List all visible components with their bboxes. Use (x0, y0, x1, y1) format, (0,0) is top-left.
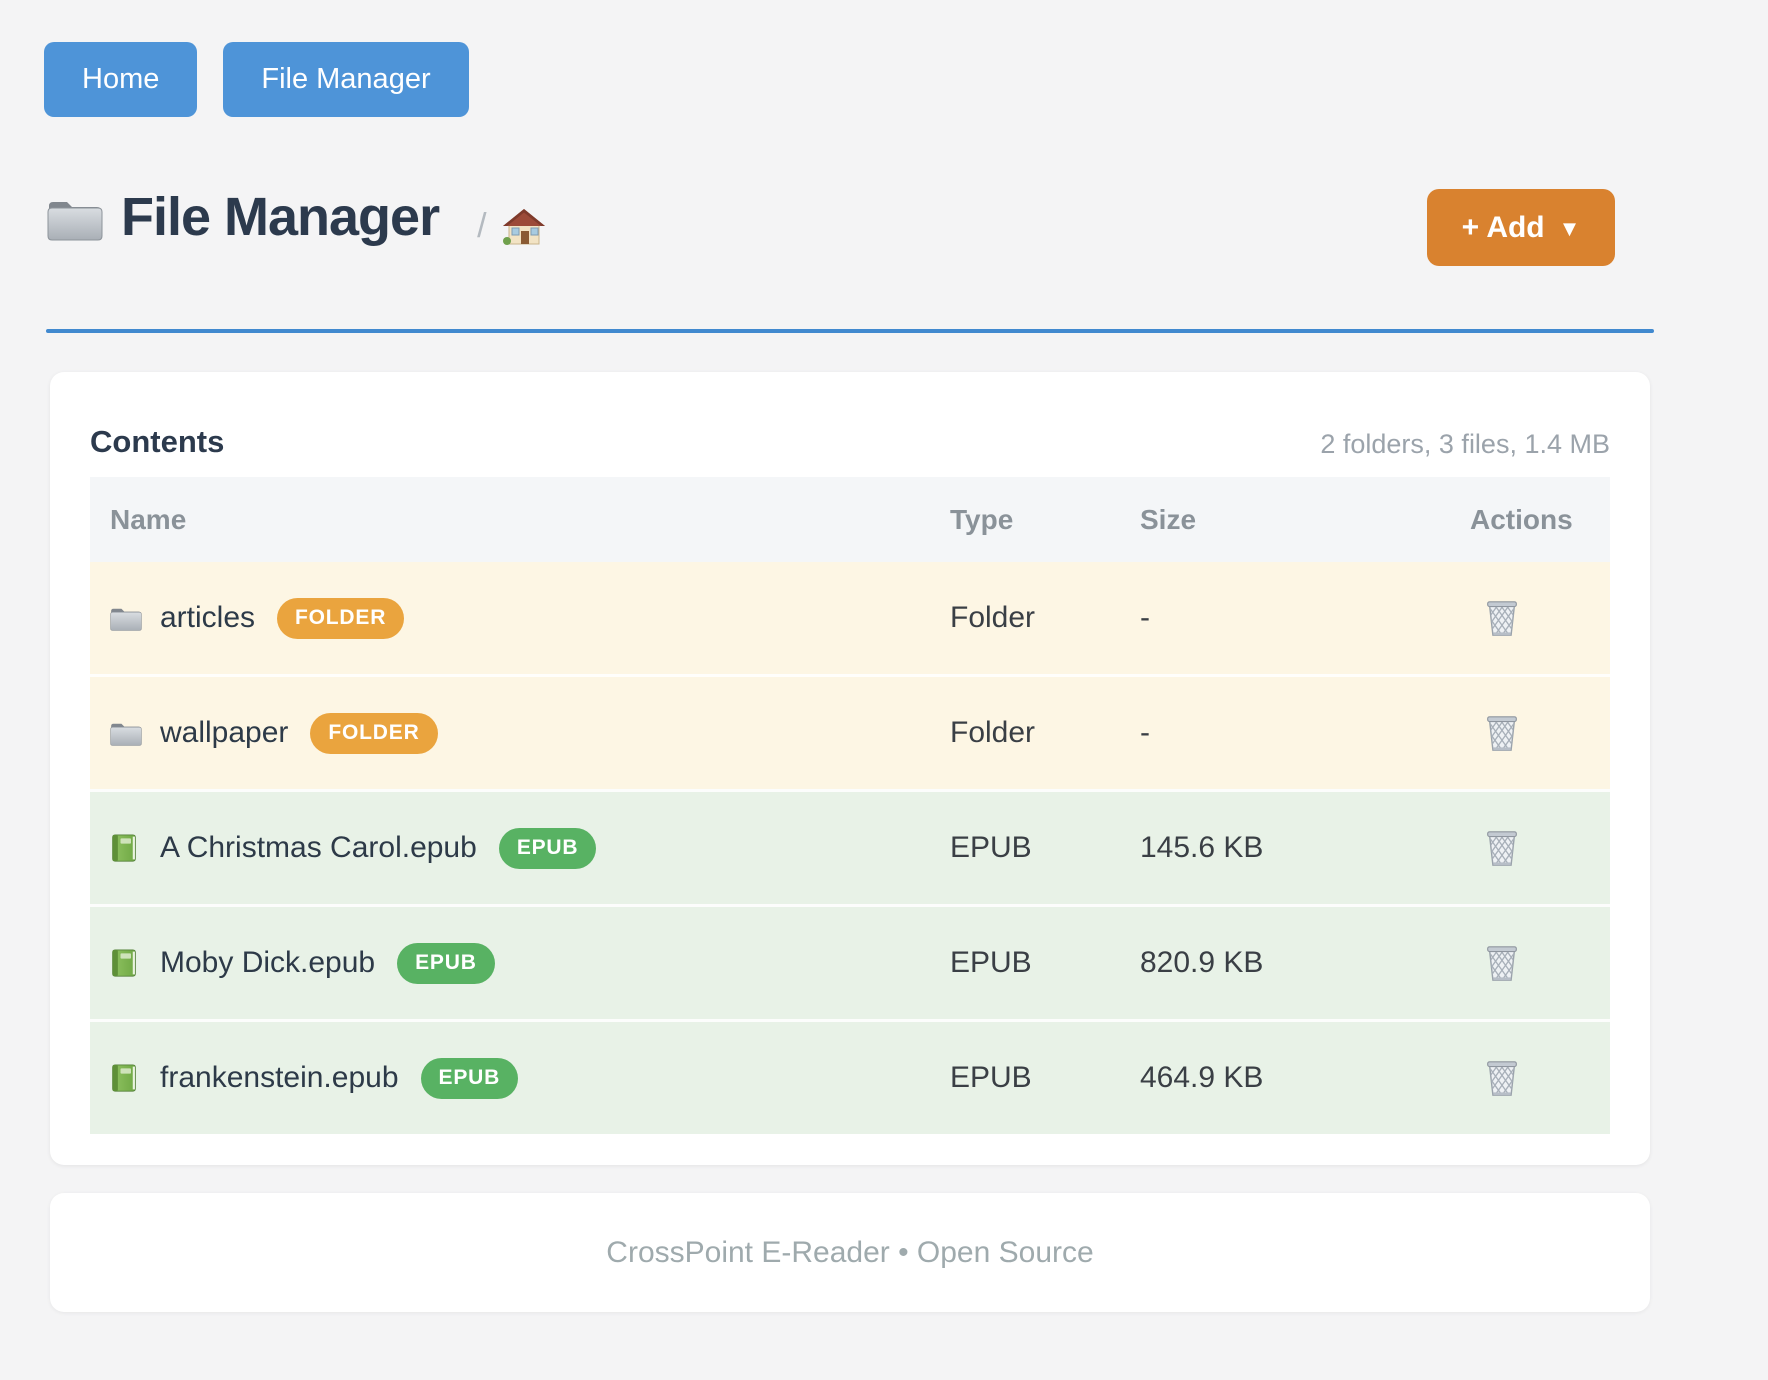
column-header-type: Type (950, 503, 1014, 535)
table-row: Moby Dick.epub EPUB EPUB 820.9 KB (90, 904, 1610, 1019)
footer: CrossPoint E-Reader • Open Source (50, 1193, 1650, 1312)
contents-summary: 2 folders, 3 files, 1.4 MB (1320, 429, 1610, 459)
delete-button[interactable] (1482, 826, 1522, 870)
column-header-size: Size (1140, 503, 1197, 535)
type-cell: EPUB (950, 831, 1032, 864)
type-badge: FOLDER (277, 597, 405, 639)
book-icon (112, 834, 136, 862)
size-cell: 820.9 KB (1140, 946, 1264, 979)
size-cell: - (1140, 716, 1150, 749)
folder-icon (110, 722, 142, 746)
type-badge: EPUB (420, 1057, 519, 1099)
file-name: frankenstein.epub (160, 1061, 399, 1094)
add-button-label: + Add (1461, 210, 1545, 244)
file-name-cell[interactable]: A Christmas Carol.epub EPUB (90, 827, 930, 869)
house-icon[interactable] (501, 206, 547, 246)
file-name: articles (160, 601, 256, 634)
column-header-actions: Actions (1470, 503, 1573, 535)
file-name: A Christmas Carol.epub (160, 831, 477, 864)
add-button[interactable]: + Add ▼ (1427, 189, 1615, 266)
trash-icon (1484, 827, 1520, 869)
file-name-cell[interactable]: articles FOLDER (90, 597, 930, 639)
type-badge: EPUB (498, 827, 597, 869)
page-title: File Manager (121, 187, 440, 247)
table-row: frankenstein.epub EPUB EPUB 464.9 KB (90, 1019, 1610, 1134)
trash-icon (1484, 1057, 1520, 1099)
chevron-down-icon: ▼ (1558, 215, 1581, 241)
file-table: Name Type Size Actions articles FOLDER F… (90, 477, 1610, 1134)
table-row: A Christmas Carol.epub EPUB EPUB 145.6 K… (90, 789, 1610, 904)
type-cell: Folder (950, 716, 1036, 749)
size-cell: 145.6 KB (1140, 831, 1264, 864)
size-cell: - (1140, 601, 1150, 634)
delete-button[interactable] (1482, 596, 1522, 640)
size-cell: 464.9 KB (1140, 1061, 1264, 1094)
type-cell: EPUB (950, 1061, 1032, 1094)
folder-icon (110, 607, 142, 631)
book-icon (112, 1064, 136, 1092)
home-nav-button[interactable]: Home (44, 42, 198, 117)
contents-heading: Contents (90, 424, 225, 459)
page-header: File Manager / (47, 186, 1650, 248)
file-name-cell[interactable]: frankenstein.epub EPUB (90, 1057, 930, 1099)
table-header-row: Name Type Size Actions (90, 477, 1610, 562)
delete-button[interactable] (1482, 941, 1522, 985)
trash-icon (1484, 942, 1520, 984)
file-manager-nav-button[interactable]: File Manager (223, 42, 469, 117)
breadcrumb-separator: / (477, 206, 487, 245)
delete-button[interactable] (1482, 1056, 1522, 1100)
type-cell: Folder (950, 601, 1036, 634)
type-badge: FOLDER (310, 712, 438, 754)
file-name-cell[interactable]: wallpaper FOLDER (90, 712, 930, 754)
table-row: wallpaper FOLDER Folder - (90, 674, 1610, 789)
trash-icon (1484, 597, 1520, 639)
contents-card: Contents 2 folders, 3 files, 1.4 MB Name… (50, 372, 1650, 1165)
file-name: Moby Dick.epub (160, 946, 376, 979)
type-badge: EPUB (397, 942, 495, 984)
top-nav: Home File Manager (44, 42, 469, 117)
breadcrumb: / (477, 206, 546, 246)
title-divider (46, 329, 1654, 333)
table-body: articles FOLDER Folder - wallpaper FOLDE… (90, 562, 1610, 1134)
table-row: articles FOLDER Folder - (90, 562, 1610, 674)
file-name-cell[interactable]: Moby Dick.epub EPUB (90, 942, 930, 984)
file-name: wallpaper (160, 716, 289, 749)
folder-icon (47, 201, 103, 241)
trash-icon (1484, 712, 1520, 754)
delete-button[interactable] (1482, 711, 1522, 755)
book-icon (112, 949, 136, 977)
type-cell: EPUB (950, 946, 1032, 979)
column-header-name: Name (110, 503, 187, 535)
footer-text: CrossPoint E-Reader • Open Source (606, 1235, 1094, 1269)
